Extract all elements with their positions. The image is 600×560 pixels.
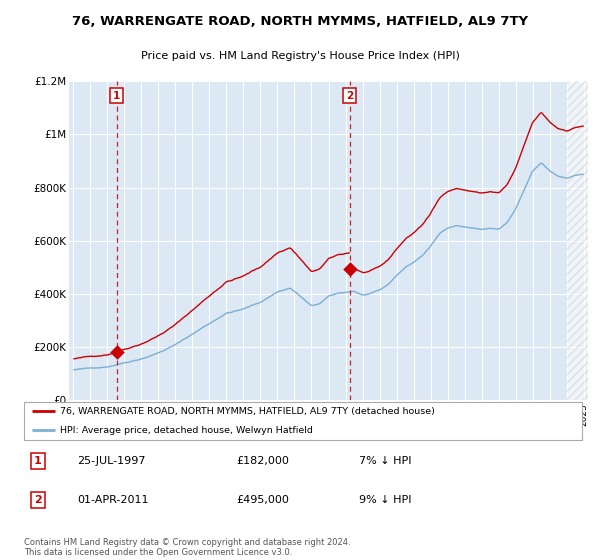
Text: £495,000: £495,000 — [236, 496, 289, 505]
Text: 2: 2 — [346, 91, 353, 101]
Bar — [567, 81, 588, 400]
Text: HPI: Average price, detached house, Welwyn Hatfield: HPI: Average price, detached house, Welw… — [60, 426, 313, 435]
Text: 1: 1 — [113, 91, 121, 101]
Point — [345, 264, 355, 273]
Text: Contains HM Land Registry data © Crown copyright and database right 2024.
This d: Contains HM Land Registry data © Crown c… — [24, 538, 350, 557]
FancyBboxPatch shape — [24, 402, 582, 440]
Text: Price paid vs. HM Land Registry's House Price Index (HPI): Price paid vs. HM Land Registry's House … — [140, 52, 460, 62]
Text: 9% ↓ HPI: 9% ↓ HPI — [359, 496, 412, 505]
Text: £182,000: £182,000 — [236, 456, 289, 466]
Text: 25-JUL-1997: 25-JUL-1997 — [77, 456, 146, 466]
Point — [112, 348, 122, 357]
Text: 76, WARRENGATE ROAD, NORTH MYMMS, HATFIELD, AL9 7TY (detached house): 76, WARRENGATE ROAD, NORTH MYMMS, HATFIE… — [60, 407, 435, 416]
Text: 1: 1 — [34, 456, 42, 466]
Text: 01-APR-2011: 01-APR-2011 — [77, 496, 149, 505]
Text: 7% ↓ HPI: 7% ↓ HPI — [359, 456, 412, 466]
Text: 76, WARRENGATE ROAD, NORTH MYMMS, HATFIELD, AL9 7TY: 76, WARRENGATE ROAD, NORTH MYMMS, HATFIE… — [72, 16, 528, 29]
Text: 2: 2 — [34, 496, 42, 505]
